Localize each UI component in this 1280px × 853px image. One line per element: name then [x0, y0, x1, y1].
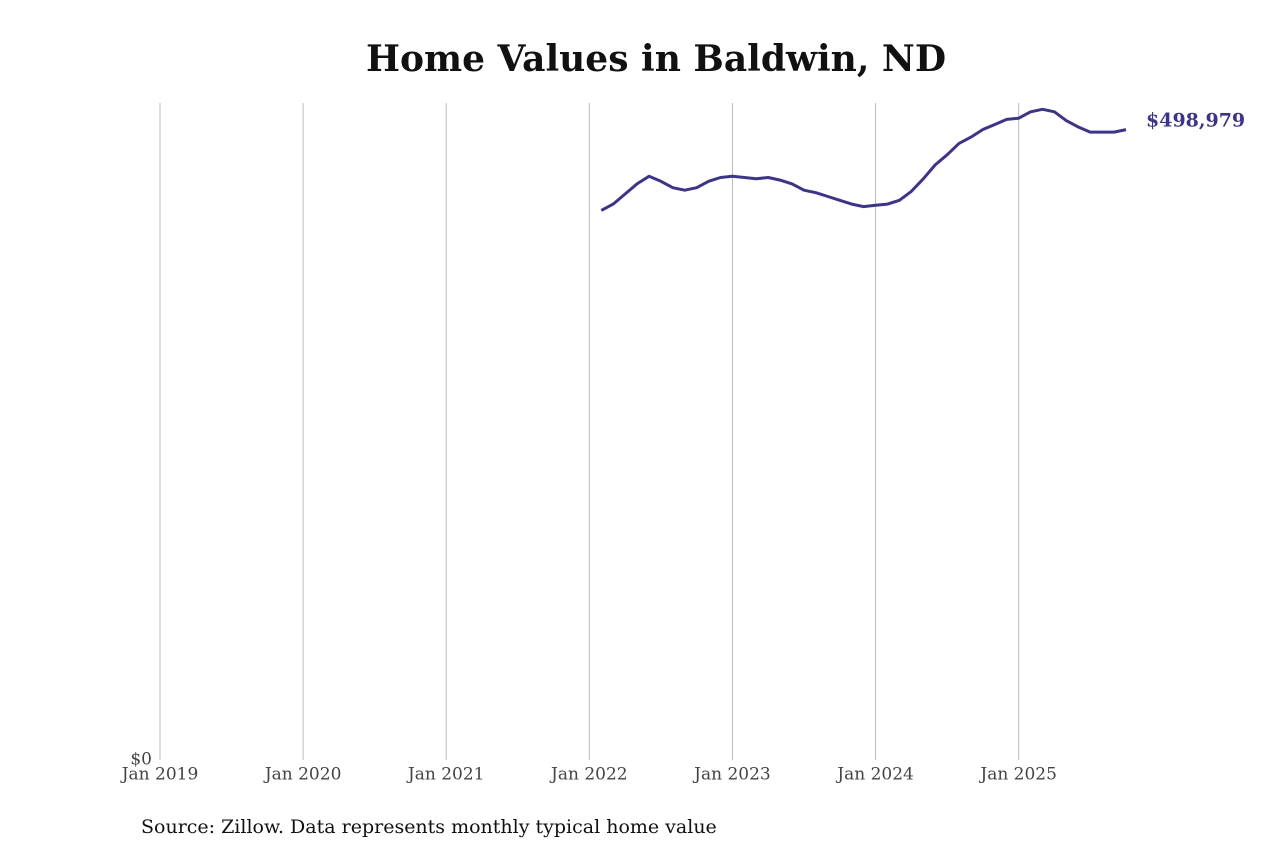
- x-tick-label: Jan 2021: [406, 765, 485, 785]
- x-tick-label: Jan 2023: [692, 765, 771, 785]
- y-tick-label: $0: [130, 750, 152, 770]
- x-tick-label: Jan 2025: [978, 765, 1057, 785]
- chart-title: Home Values in Baldwin, ND: [366, 38, 946, 80]
- line: [600, 107, 1127, 212]
- x-tick-label: Jan 2020: [263, 765, 342, 785]
- source-note: Source: Zillow. Data represents monthly …: [141, 816, 717, 838]
- x-tick-label: Jan 2022: [549, 765, 628, 785]
- x-tick-label: Jan 2019: [120, 765, 199, 785]
- x-tick-label: Jan 2024: [835, 765, 914, 785]
- value-label: $498,979: [1146, 110, 1245, 132]
